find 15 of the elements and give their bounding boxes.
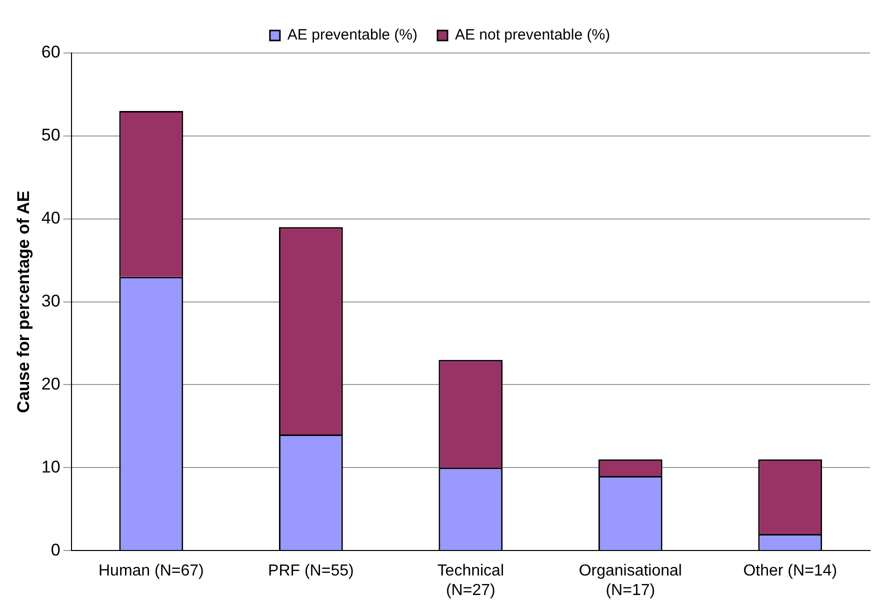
y-tick-label: 0 [50, 540, 60, 560]
y-axis-title: Cause for percentage of AE [14, 190, 33, 413]
x-tick-label: Other (N=14) [743, 562, 838, 580]
legend-label: AE not preventable (%) [454, 26, 610, 44]
x-tick-label: Technical (N=27) [437, 562, 504, 599]
y-tick-label: 30 [41, 291, 60, 310]
y-tick-label: 40 [41, 208, 60, 228]
y-tick-label: 50 [41, 126, 60, 145]
y-tick-label: 60 [41, 42, 60, 62]
x-tick-label: Human (N=67) [98, 562, 204, 580]
y-tick-label: 20 [41, 374, 60, 394]
y-tick-label: 10 [41, 457, 60, 476]
legend-label: AE preventable (%) [287, 26, 418, 44]
x-tick-label: Organisational (N=17) [578, 562, 682, 599]
x-tick-label: PRF (N=55) [268, 562, 354, 580]
